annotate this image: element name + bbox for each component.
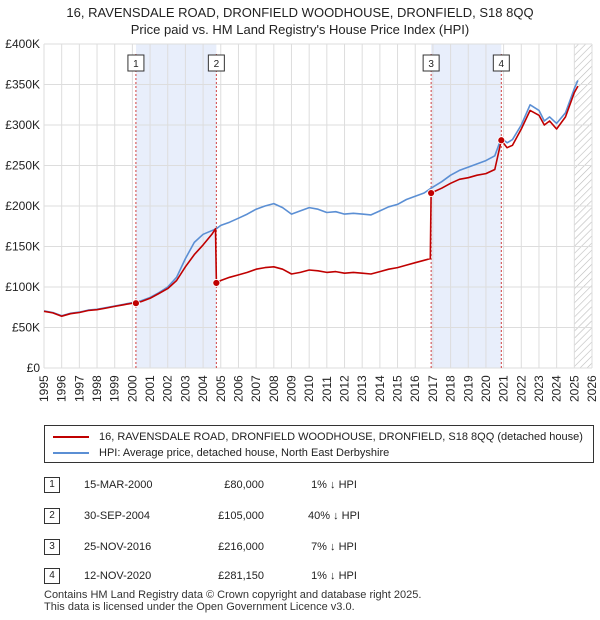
marker-number: 4 [499,59,505,70]
grid [43,43,593,369]
legend: 16, RAVENSDALE ROAD, DRONFIELD WOODHOUSE… [44,425,594,463]
chart-title: 16, RAVENSDALE ROAD, DRONFIELD WOODHOUSE… [0,4,600,38]
y-tick-label: £350K [5,78,40,92]
x-tick-label: 1997 [72,375,86,402]
marker-box [492,54,510,72]
marker-number: 2 [214,59,220,70]
legend-item-price-paid: 16, RAVENSDALE ROAD, DRONFIELD WOODHOUSE… [53,429,583,444]
transaction-price: £105,000 [218,510,264,522]
x-tick-label: 2015 [391,375,405,402]
transaction-number: 1 [44,477,60,493]
x-tick-label: 2020 [479,375,493,402]
y-tick-label: £150K [5,240,40,254]
x-tick-label: 2019 [461,375,475,402]
transaction-price: £281,150 [218,570,264,582]
footer: Contains HM Land Registry data © Crown c… [44,589,421,613]
title-line-2: Price paid vs. HM Land Registry's House … [130,22,470,37]
y-tick-label: £0 [27,361,41,375]
price-chart: 1 2 3 4 £0 £50K £100K £150K £200K £250K £300K £350… [5,37,599,402]
x-tick-label: 2023 [532,375,546,402]
y-tick-label: £400K [5,37,40,51]
sale-points [132,136,506,308]
transaction-hpi: 40% ↓ HPI [308,510,360,522]
x-tick-label: 2016 [408,375,422,402]
x-tick-label: 2017 [426,375,440,402]
x-tick-label: 2024 [550,375,564,402]
y-tick-label: £100K [5,280,40,294]
x-tick-label: 1999 [108,375,122,402]
x-axis-labels: 1995 1996 1997 1998 1999 2000 2001 2002 2003 2004… [37,375,599,402]
transaction-price: £80,000 [224,479,264,491]
x-tick-label: 2022 [514,375,528,402]
x-tick-label: 1996 [55,375,69,402]
x-tick-label: 2000 [125,375,139,402]
sale-point [427,189,436,197]
transaction-row: 1 15-MAR-2000 £80,000 1% ↓ HPI [44,475,374,495]
transaction-price: £216,000 [218,541,264,553]
x-tick-label: 1998 [90,375,104,402]
x-tick-label: 2021 [497,375,511,402]
transaction-hpi: 7% ↓ HPI [311,541,357,553]
transaction-row: 4 12-NOV-2020 £281,150 1% ↓ HPI [44,566,374,586]
footer-copyright: Contains HM Land Registry data © Crown c… [44,589,422,601]
marker-number: 1 [133,59,139,70]
y-tick-label: £50K [12,321,40,335]
sale-point [497,136,506,145]
legend-swatch-price-paid [53,435,89,438]
transaction-row: 2 30-SEP-2004 £105,000 40% ↓ HPI [44,506,374,526]
x-tick-label: 2006 [231,375,245,402]
legend-label-price-paid: 16, RAVENSDALE ROAD, DRONFIELD WOODHOUSE… [99,430,583,443]
x-tick-label: 2002 [161,375,175,402]
transaction-number: 3 [44,539,60,555]
transaction-hpi: 1% ↓ HPI [311,570,357,582]
x-tick-label: 2014 [373,375,387,402]
transaction-number: 2 [44,508,60,524]
x-tick-label: 2001 [143,375,157,402]
x-tick-label: 2025 [567,375,581,402]
x-tick-label: 2018 [444,375,458,402]
y-axis-labels: £0 £50K £100K £150K £200K £250K £300K £350K £400… [5,37,40,375]
y-tick-label: £250K [5,159,40,173]
x-tick-label: 2011 [320,376,334,402]
x-tick-label: 2008 [267,375,281,402]
marker-box [207,54,225,72]
x-tick-label: 2005 [214,375,228,402]
transaction-date: 15-MAR-2000 [84,479,153,491]
sale-point [132,299,140,308]
legend-swatch-hpi [53,451,89,454]
transaction-date: 12-NOV-2020 [84,570,152,582]
marker-number: 3 [428,59,434,70]
x-tick-label: 2004 [196,375,210,402]
y-tick-label: £200K [5,199,40,213]
marker-box [422,54,440,72]
x-tick-label: 2026 [585,375,599,402]
marker-labels: 1 2 3 4 [127,54,510,72]
x-tick-label: 2013 [355,375,369,402]
footer-licence: This data is licensed under the Open Gov… [44,601,355,613]
legend-label-hpi: HPI: Average price, detached house, Nort… [99,446,390,459]
sale-point [212,279,221,287]
x-tick-label: 2010 [302,375,316,402]
marker-box [127,54,145,72]
x-tick-label: 2007 [249,375,263,402]
title-line-1: 16, RAVENSDALE ROAD, DRONFIELD WOODHOUSE… [66,5,534,20]
x-tick-label: 1995 [37,375,51,402]
transaction-date: 30-SEP-2004 [84,510,151,522]
transaction-number: 4 [44,568,60,584]
y-tick-label: £300K [5,118,40,132]
transaction-row: 3 25-NOV-2016 £216,000 7% ↓ HPI [44,537,374,557]
transaction-hpi: 1% ↓ HPI [311,479,357,491]
x-tick-label: 2009 [284,375,298,402]
x-tick-label: 2012 [338,375,352,402]
x-tick-label: 2003 [178,375,192,402]
legend-item-hpi: HPI: Average price, detached house, Nort… [53,445,389,460]
transaction-date: 25-NOV-2016 [84,541,152,553]
